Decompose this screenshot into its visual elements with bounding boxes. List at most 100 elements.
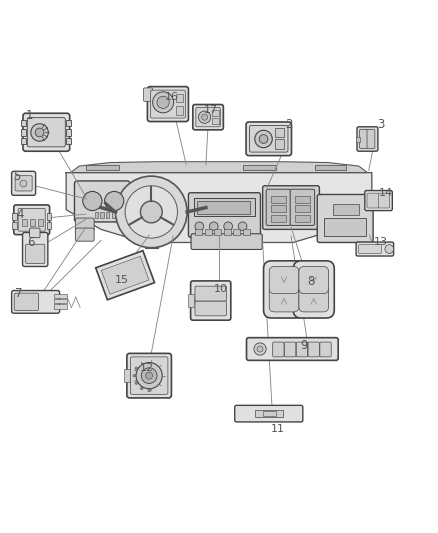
Text: 11: 11	[271, 424, 285, 434]
FancyBboxPatch shape	[299, 285, 328, 312]
Bar	[275, 139, 285, 149]
Polygon shape	[66, 173, 372, 243]
Bar	[124, 369, 131, 382]
FancyBboxPatch shape	[263, 185, 319, 229]
FancyBboxPatch shape	[148, 87, 188, 122]
Text: 10: 10	[214, 284, 228, 294]
FancyBboxPatch shape	[357, 127, 378, 151]
Text: 13: 13	[374, 238, 388, 247]
Circle shape	[105, 191, 124, 211]
FancyBboxPatch shape	[127, 353, 171, 398]
Circle shape	[20, 180, 27, 187]
FancyBboxPatch shape	[360, 130, 367, 149]
FancyBboxPatch shape	[356, 242, 394, 256]
Text: 6: 6	[27, 236, 34, 249]
Text: 9: 9	[300, 340, 308, 352]
FancyBboxPatch shape	[367, 193, 379, 208]
FancyBboxPatch shape	[25, 244, 45, 263]
Bar	[315, 165, 346, 169]
FancyBboxPatch shape	[359, 245, 381, 253]
Bar	[243, 165, 276, 169]
FancyBboxPatch shape	[317, 195, 373, 243]
Bar	[66, 130, 71, 135]
Bar	[263, 411, 276, 416]
Bar	[275, 128, 285, 138]
Text: 15: 15	[115, 274, 129, 285]
Text: 17: 17	[204, 105, 218, 115]
FancyBboxPatch shape	[290, 189, 314, 225]
FancyBboxPatch shape	[264, 261, 304, 318]
Bar	[106, 212, 110, 217]
FancyBboxPatch shape	[22, 232, 48, 266]
Text: 8: 8	[307, 275, 314, 288]
FancyBboxPatch shape	[378, 193, 390, 208]
Bar	[195, 229, 202, 235]
Bar	[12, 213, 17, 220]
Circle shape	[133, 374, 136, 377]
FancyBboxPatch shape	[365, 190, 392, 211]
Bar	[212, 110, 219, 116]
FancyBboxPatch shape	[247, 338, 338, 360]
Bar	[214, 229, 221, 235]
Circle shape	[385, 245, 394, 253]
Circle shape	[257, 346, 263, 352]
Bar	[54, 304, 67, 309]
FancyBboxPatch shape	[308, 342, 319, 357]
Bar	[194, 198, 255, 216]
FancyBboxPatch shape	[29, 228, 40, 238]
Circle shape	[83, 191, 102, 211]
Circle shape	[148, 389, 150, 392]
Bar	[66, 120, 71, 126]
Bar	[294, 215, 310, 222]
Bar	[197, 201, 251, 214]
FancyBboxPatch shape	[75, 228, 94, 241]
Circle shape	[152, 92, 173, 113]
FancyBboxPatch shape	[188, 193, 261, 237]
Bar	[100, 212, 104, 217]
Bar	[38, 219, 43, 226]
FancyBboxPatch shape	[27, 118, 65, 147]
FancyBboxPatch shape	[75, 218, 94, 231]
Bar	[233, 229, 240, 235]
Circle shape	[31, 124, 48, 141]
Circle shape	[135, 382, 138, 384]
FancyBboxPatch shape	[23, 113, 70, 151]
Bar	[22, 219, 27, 226]
Bar	[21, 138, 26, 144]
Bar	[86, 165, 119, 169]
Circle shape	[224, 222, 233, 231]
FancyBboxPatch shape	[250, 125, 288, 152]
Text: 5: 5	[14, 170, 21, 183]
Text: 14: 14	[379, 188, 393, 198]
Circle shape	[255, 130, 272, 148]
FancyBboxPatch shape	[15, 176, 32, 191]
Bar	[243, 229, 250, 235]
Bar	[294, 196, 310, 203]
FancyBboxPatch shape	[196, 108, 220, 127]
Text: 16: 16	[165, 92, 179, 102]
FancyBboxPatch shape	[367, 130, 375, 149]
Bar	[176, 94, 183, 102]
Bar	[356, 138, 360, 142]
Circle shape	[238, 222, 247, 231]
Bar	[224, 229, 231, 235]
Text: 7: 7	[15, 287, 23, 300]
Bar	[271, 205, 286, 212]
Circle shape	[141, 387, 143, 390]
FancyBboxPatch shape	[14, 205, 49, 235]
Polygon shape	[101, 256, 149, 294]
Bar	[271, 215, 286, 222]
Circle shape	[195, 222, 204, 231]
Text: 12: 12	[140, 363, 154, 373]
Circle shape	[125, 185, 177, 238]
Circle shape	[209, 222, 218, 231]
Circle shape	[136, 362, 162, 389]
FancyBboxPatch shape	[74, 181, 130, 222]
Bar	[21, 120, 26, 126]
FancyBboxPatch shape	[320, 342, 331, 357]
Bar	[324, 219, 366, 236]
Bar	[205, 229, 212, 235]
FancyBboxPatch shape	[273, 342, 284, 357]
Bar	[95, 212, 98, 217]
FancyBboxPatch shape	[193, 104, 223, 130]
